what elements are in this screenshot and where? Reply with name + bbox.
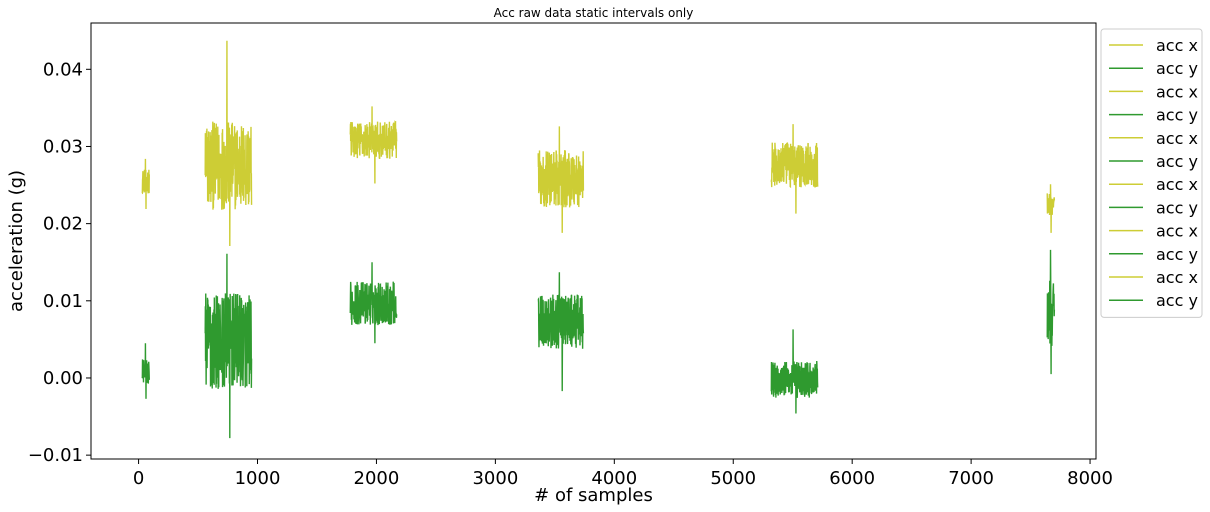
chart-title: Acc raw data static intervals only [494,6,694,20]
series-acc-x-interval-3 [349,106,398,184]
series-acc-x-interval-6 [1046,184,1056,233]
legend-label: acc x [1156,222,1198,241]
series-acc-x-interval-1 [141,158,150,209]
legend-label: acc y [1156,152,1198,171]
plot-area [90,22,1097,460]
y-tick-label: 0.02 [43,214,83,235]
series-acc-x-interval-5 [770,124,819,214]
series-acc-y-interval-5 [770,329,819,414]
y-tick-label: −0.01 [28,445,83,466]
y-tick-label: 0.01 [43,291,83,312]
series-acc-x-interval-4 [537,126,585,233]
y-axis-label: acceleration (g) [6,170,27,312]
x-axis-label: # of samples [534,485,653,506]
y-tick-label: 0.03 [43,136,83,157]
x-tick-label: 4000 [591,468,637,489]
x-tick-label: 1000 [235,468,281,489]
legend-label: acc x [1156,82,1198,101]
x-tick-label: 0 [133,468,144,489]
y-axis: −0.01 0.00 0.01 0.02 0.03 0.04 [28,59,91,466]
legend-label: acc y [1156,106,1198,125]
series-acc-y-interval-3 [349,262,398,344]
legend: acc x acc y acc x acc y acc x acc y acc x acc y… [1100,28,1203,318]
x-tick-label: 5000 [710,468,756,489]
legend-label: acc y [1156,198,1198,217]
legend-label: acc x [1156,175,1198,194]
x-axis: 0 1000 2000 3000 4000 5000 6000 7000 8000 [133,459,1113,489]
legend-label: acc y [1156,59,1198,78]
legend-label: acc y [1156,291,1198,310]
legend-box [1100,28,1203,318]
series-acc-x-interval-2 [204,40,253,247]
legend-label: acc x [1156,129,1198,148]
series-acc-y-interval-6 [1046,249,1056,375]
series-acc-y-interval-4 [537,272,585,392]
x-tick-label: 6000 [829,468,875,489]
y-tick-label: 0.04 [43,59,83,80]
y-tick-label: 0.00 [43,368,83,389]
series-acc-y-interval-1 [141,343,150,399]
x-tick-label: 7000 [948,468,994,489]
x-tick-label: 3000 [472,468,518,489]
series-acc-y-interval-2 [204,253,253,439]
plot-frame [90,22,1097,460]
legend-label: acc x [1156,268,1198,287]
legend-label: acc y [1156,245,1198,264]
x-tick-label: 8000 [1067,468,1113,489]
legend-label: acc x [1156,36,1198,55]
x-tick-label: 2000 [354,468,400,489]
